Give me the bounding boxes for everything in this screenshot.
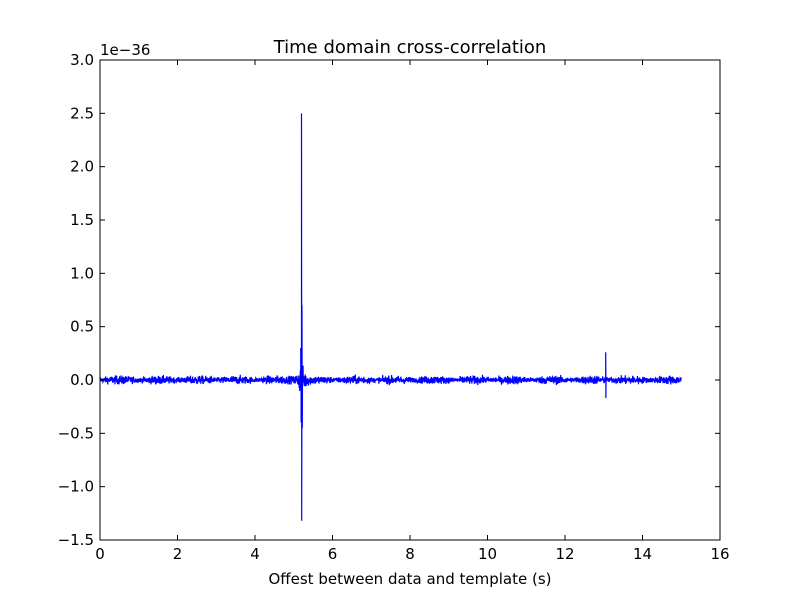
x-axis-label: Offest between data and template (s) [268, 570, 551, 588]
y-offset-label: 1e−36 [100, 41, 150, 59]
x-tick-label: 0 [95, 545, 105, 563]
y-tick-label: 3.0 [70, 51, 94, 69]
x-tick-label: 2 [173, 545, 183, 563]
x-tick-label: 4 [250, 545, 260, 563]
chart-title: Time domain cross-correlation [273, 37, 547, 58]
y-tick-label: −1.0 [58, 478, 94, 496]
series-line [99, 113, 682, 521]
x-tick-label: 16 [710, 545, 729, 563]
y-tick-label: 1.5 [70, 211, 94, 229]
y-tick-label: −1.5 [58, 531, 94, 549]
y-tick-label: −0.5 [58, 424, 94, 442]
x-tick-label: 6 [328, 545, 338, 563]
x-tick-label: 8 [405, 545, 415, 563]
y-tick-label: 2.0 [70, 158, 94, 176]
y-tick-label: 1.0 [70, 264, 94, 282]
y-tick-label: 2.5 [70, 104, 94, 122]
x-tick-label: 14 [633, 545, 652, 563]
x-tick-label: 10 [478, 545, 497, 563]
y-tick-label: 0.0 [70, 371, 94, 389]
plot-area [99, 113, 682, 521]
x-tick-label: 12 [555, 545, 574, 563]
y-tick-label: 0.5 [70, 318, 94, 336]
ticks: 0 2 4 6 8 10 12 14 16 −1.5 −1.0 −0.5 0.0 0.5 1.0 1.5 2.0… [58, 51, 730, 563]
